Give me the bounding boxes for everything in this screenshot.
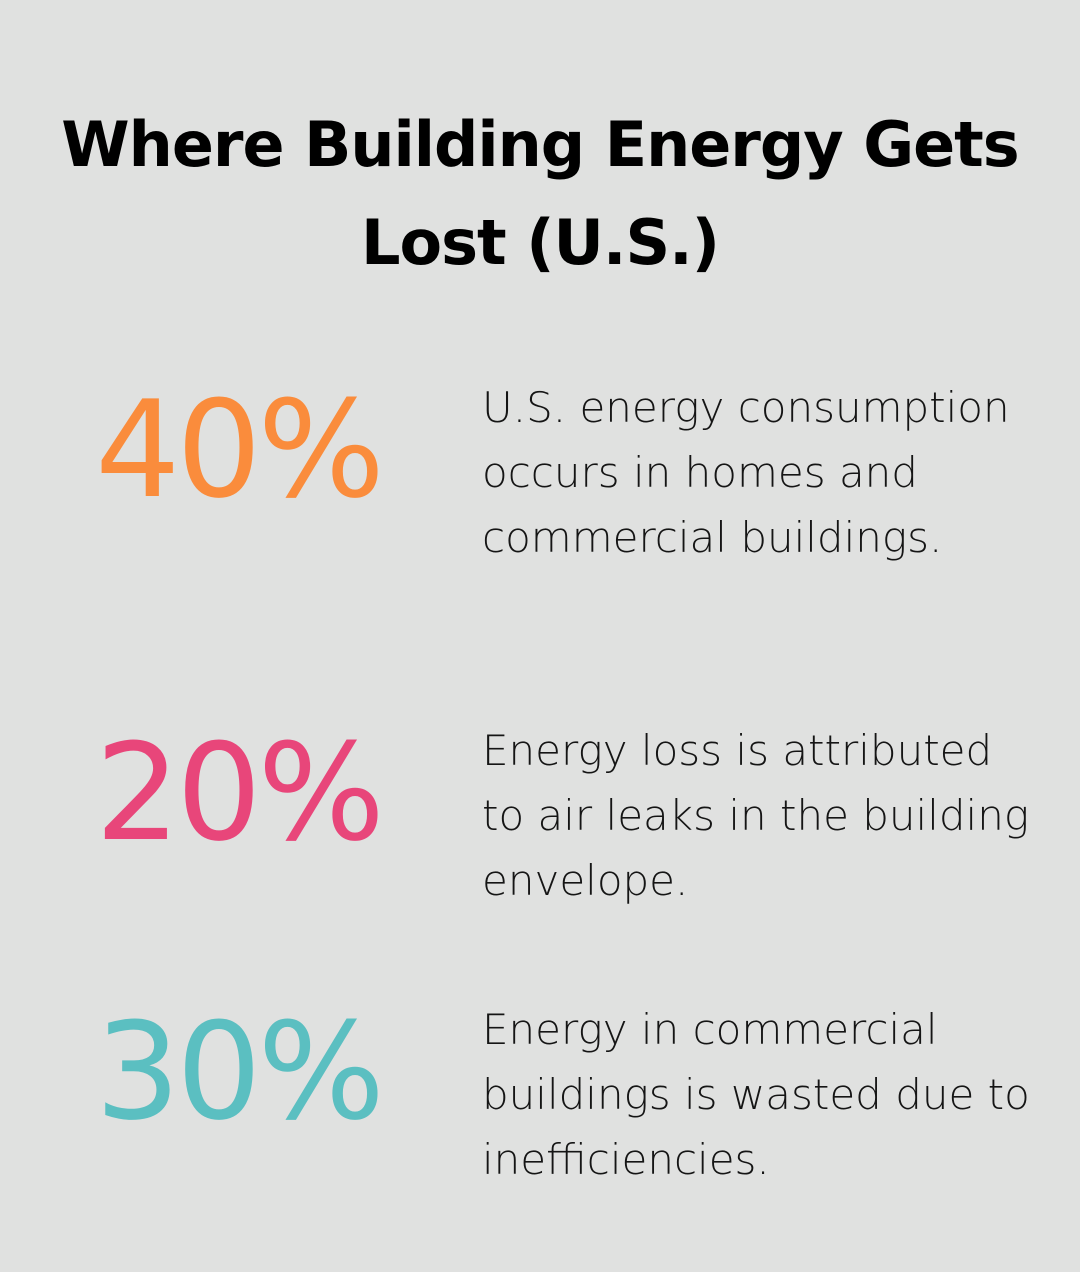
stat-description: U.S. energy consumption occurs in homes … <box>482 383 1010 562</box>
stat-value: 40% <box>95 372 385 528</box>
stat-description: Energy in commercial buildings is wasted… <box>482 1005 1030 1184</box>
stat-description: Energy loss is attributed to air leaks i… <box>482 726 1030 905</box>
stat-value: 30% <box>95 994 385 1150</box>
stat-value: 20% <box>95 715 385 871</box>
page-title: Where Building Energy Gets Lost (U.S.) <box>61 108 1019 279</box>
